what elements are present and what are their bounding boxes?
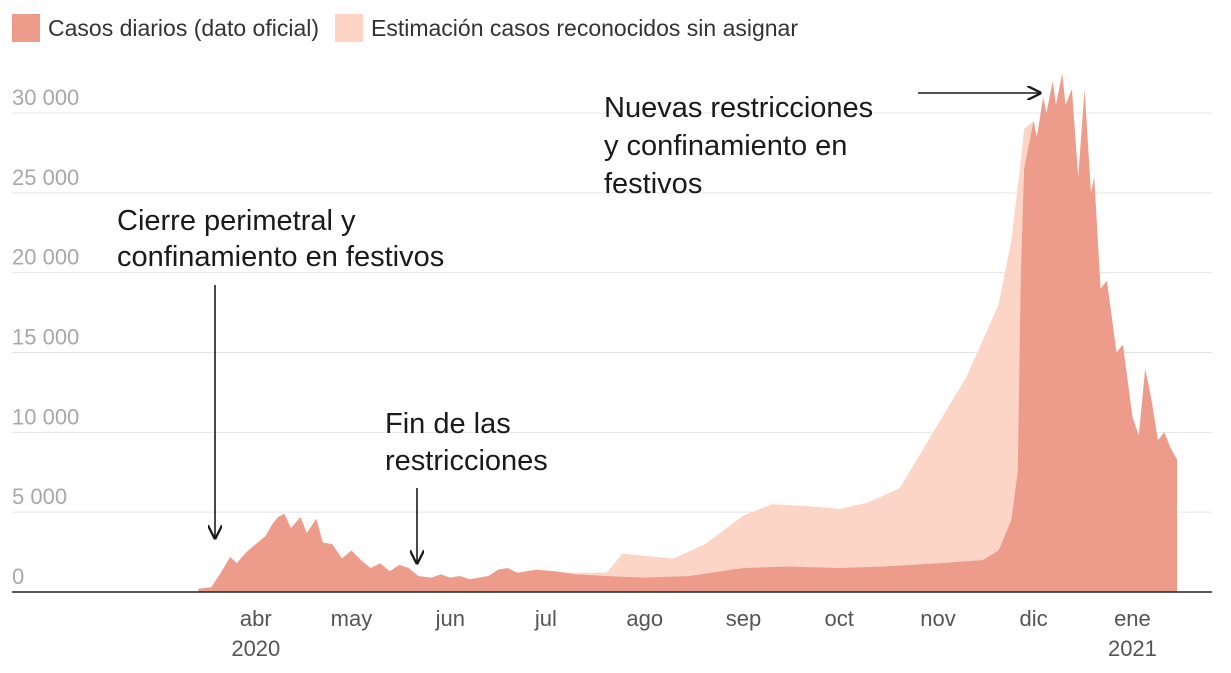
x-tick-label-ene: ene [1114, 606, 1151, 631]
y-tick-label-10000: 10 000 [12, 404, 79, 429]
x-tick-label-abr: abr [240, 606, 272, 631]
series-official-area [198, 73, 1178, 593]
annotation-1-line-1: Cierre perimetral y [117, 205, 356, 237]
x-tick-label-nov: nov [920, 606, 955, 631]
legend-item-estimated: Estimación casos reconocidos sin asignar [335, 14, 798, 42]
annotation-3-line-1: Nuevas restricciones [604, 92, 873, 124]
annotation-3-line-2: y confinamiento en [604, 130, 847, 162]
legend-swatch-official [12, 14, 40, 42]
annotation-2-line-1: Fin de las [385, 408, 511, 440]
y-tick-label-15000: 15 000 [12, 325, 79, 350]
y-tick-label-20000: 20 000 [12, 245, 79, 270]
x-tick-label-jul: jul [534, 606, 557, 631]
annotation-1-line-2: confinamiento en festivos [117, 241, 444, 273]
y-tick-label-30000: 30 000 [12, 85, 79, 110]
annotation-2-line-2: restricciones [385, 445, 548, 477]
x-tick-label-dic: dic [1020, 606, 1048, 631]
y-tick-label-0: 0 [12, 564, 24, 589]
legend-label-official: Casos diarios (dato oficial) [48, 14, 320, 41]
x-tick-label-oct: oct [824, 606, 853, 631]
legend-swatch-estimated [335, 14, 364, 42]
legend-item-official: Casos diarios (dato oficial) [12, 14, 319, 42]
y-tick-label-5000: 5 000 [12, 484, 67, 509]
x-tick-label-jun: jun [435, 606, 465, 631]
x-tick-label-may: may [331, 606, 373, 631]
legend-label-estimated: Estimación casos reconocidos sin asignar [371, 14, 798, 41]
y-tick-label-25000: 25 000 [12, 165, 79, 190]
x-tick-label-ago: ago [626, 606, 663, 631]
chart-legend: Casos diarios (dato oficial) Estimación … [12, 14, 814, 42]
x-tick-sublabel-2021: 2021 [1108, 636, 1157, 661]
x-tick-label-sep: sep [726, 606, 761, 631]
series-estimated-area [545, 121, 1034, 592]
x-tick-sublabel-2020: 2020 [231, 636, 280, 661]
annotation-3-line-3: festivos [604, 168, 702, 200]
